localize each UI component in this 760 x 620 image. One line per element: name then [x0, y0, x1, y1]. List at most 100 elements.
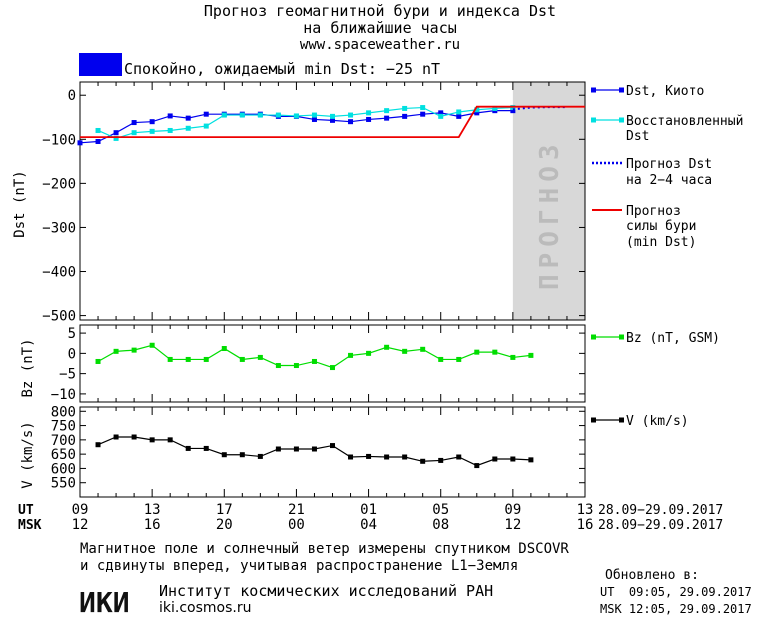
data-point [203, 445, 209, 451]
data-point [420, 458, 426, 464]
ut-tick-label: 17 [216, 502, 233, 518]
legend-label-restored: Dst [626, 129, 649, 144]
data-point [420, 111, 426, 117]
data-point [167, 127, 173, 133]
data-point [438, 113, 444, 119]
series-line [97, 106, 513, 140]
data-point [528, 352, 534, 358]
legend-marker [591, 334, 596, 340]
chart-title: Прогноз геомагнитной бури и индекса Dst [203, 2, 557, 20]
data-point [366, 116, 372, 122]
data-point [474, 349, 480, 355]
data-point [474, 110, 480, 116]
site-url[interactable]: www.spaceweather.ru [299, 37, 461, 53]
data-point [311, 116, 317, 122]
data-point [474, 463, 480, 469]
data-point [149, 128, 155, 134]
legend-label-bz: Bz (nT, GSM) [626, 331, 720, 346]
y-axis-label: Dst (nT) [12, 170, 28, 237]
forecast-region [512, 82, 585, 320]
data-point [402, 454, 408, 460]
updated-msk: MSK 12:05, 29.09.2017 [600, 602, 752, 616]
data-point [366, 110, 372, 116]
y-tick-label: 800 [51, 404, 76, 420]
data-point [275, 112, 281, 118]
data-point [131, 120, 137, 126]
data-point [384, 108, 390, 114]
data-point [185, 445, 191, 451]
ut-tick-label: 13 [144, 502, 161, 518]
ut-tick-label: 01 [360, 502, 377, 518]
y-tick-label: −10 [51, 387, 76, 403]
data-point [330, 113, 335, 119]
legend-label-v: V (km/s) [626, 414, 689, 429]
data-point [239, 452, 245, 458]
note-line-1: Магнитное поле и солнечный ветер измерен… [80, 541, 569, 557]
data-point [384, 454, 390, 460]
data-point [95, 442, 101, 448]
data-point [113, 130, 119, 136]
data-point [348, 119, 354, 125]
data-point [456, 356, 462, 362]
data-point [510, 108, 516, 114]
y-tick-label: −500 [42, 309, 76, 325]
legend-label-forecast: на 2−4 часа [626, 173, 712, 188]
chart-subtitle: на ближайшие часы [303, 19, 457, 37]
data-point [528, 457, 534, 463]
data-point [402, 113, 408, 119]
y-tick-label: 600 [51, 461, 76, 477]
data-point [95, 139, 101, 144]
legend-marker [619, 87, 624, 93]
data-point [149, 119, 155, 125]
svg-text:ИКИ: ИКИ [79, 586, 130, 618]
legend-marker [591, 417, 596, 423]
data-point [366, 453, 372, 459]
data-point [167, 356, 173, 362]
msk-axis-title: MSK [18, 518, 42, 533]
data-point [438, 356, 444, 362]
data-point [510, 354, 516, 360]
legend-label-dst-kyoto: Dst, Киото [626, 84, 704, 99]
legend-label-forecast: Прогноз Dst [626, 157, 712, 172]
data-point [311, 358, 317, 364]
data-point [203, 111, 209, 117]
institute-site[interactable]: iki.cosmos.ru [159, 600, 252, 616]
legend-marker [619, 334, 624, 340]
y-tick-label: 0 [68, 346, 76, 362]
data-point [402, 348, 408, 354]
data-point [293, 446, 299, 452]
data-point [131, 130, 137, 136]
ut-axis-title: UT [18, 503, 34, 518]
data-point [257, 354, 263, 360]
data-point [330, 443, 335, 449]
data-point [492, 349, 498, 355]
ut-tick-label: 09 [72, 502, 89, 518]
data-point [113, 348, 119, 354]
y-tick-label: 550 [51, 476, 76, 492]
data-point [185, 115, 191, 121]
msk-tick-label: 08 [432, 517, 449, 533]
legend-marker [619, 417, 624, 423]
data-point [203, 356, 209, 362]
data-point [456, 113, 462, 119]
y-tick-label: −400 [42, 265, 76, 281]
msk-tick-label: 20 [216, 517, 233, 533]
panel-frame [79, 406, 586, 498]
data-point [384, 344, 390, 350]
status-text: Спокойно, ожидаемый min Dst: −25 nT [124, 60, 441, 78]
y-axis-label: V (km/s) [20, 421, 36, 488]
data-point [293, 363, 299, 369]
data-point [275, 446, 281, 452]
data-point [366, 350, 372, 356]
data-point [167, 113, 173, 119]
iki-logo: ИКИ [79, 586, 130, 618]
data-point [203, 123, 209, 129]
msk-tick-label: 16 [144, 517, 161, 533]
data-point [492, 105, 498, 111]
legend-label-storm: Прогноз [626, 204, 681, 219]
data-point [77, 140, 83, 146]
msk-tick-label: 16 [577, 517, 594, 533]
data-point [311, 446, 317, 452]
data-point [348, 352, 354, 358]
